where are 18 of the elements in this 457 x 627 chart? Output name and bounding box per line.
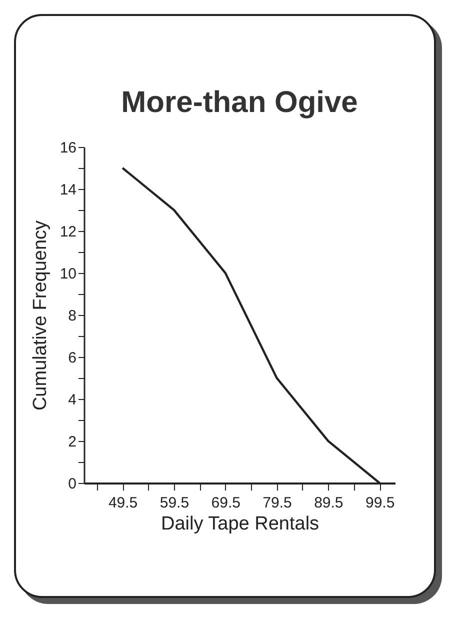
- x-tick-label: 49.5: [108, 494, 138, 512]
- x-tick-label: 89.5: [314, 494, 344, 512]
- x-axis-title: Daily Tape Rentals: [160, 514, 320, 534]
- x-tick-label: 99.5: [365, 494, 395, 512]
- y-tick-label: 8: [68, 308, 76, 324]
- y-tick-label: 2: [68, 434, 76, 450]
- y-tick-label: 10: [60, 266, 76, 282]
- x-tick-label: 79.5: [262, 494, 292, 512]
- y-tick-label: 0: [68, 476, 76, 492]
- x-tick-label: 69.5: [211, 494, 240, 512]
- x-tick-label: 59.5: [160, 494, 190, 512]
- y-axis-title: Cumulative Frequency: [30, 220, 51, 411]
- y-tick-label: 16: [60, 140, 76, 156]
- y-tick-label: 14: [60, 182, 76, 198]
- chart-title: More-than Ogive: [121, 86, 358, 119]
- y-tick-label: 4: [68, 392, 76, 408]
- y-tick-label: 6: [68, 350, 76, 366]
- y-tick-label: 12: [60, 224, 76, 240]
